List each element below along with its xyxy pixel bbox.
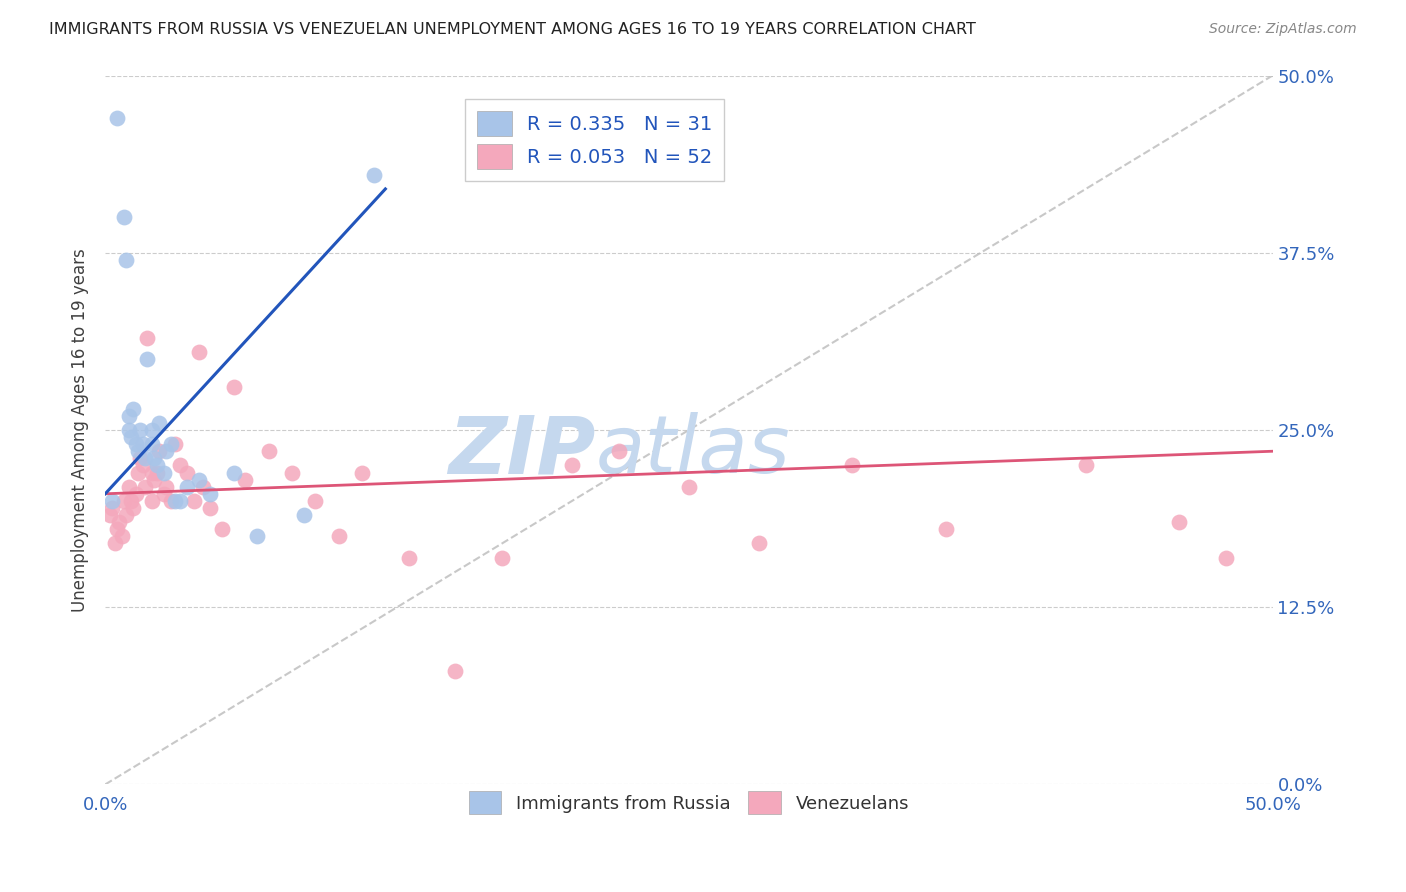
- Point: [112, 211, 135, 225]
- Point: [281, 466, 304, 480]
- Legend: Immigrants from Russia, Venezuelans: Immigrants from Russia, Venezuelans: [458, 780, 920, 825]
- Point: [176, 480, 198, 494]
- Point: [127, 444, 149, 458]
- Point: [112, 494, 135, 508]
- Point: [748, 536, 770, 550]
- Point: [1074, 458, 1097, 473]
- Point: [124, 437, 146, 451]
- Point: [148, 444, 170, 458]
- Point: [145, 466, 167, 480]
- Point: [129, 451, 152, 466]
- Point: [134, 451, 156, 466]
- Point: [115, 252, 138, 267]
- Text: atlas: atlas: [596, 412, 790, 491]
- Point: [183, 494, 205, 508]
- Point: [152, 487, 174, 501]
- Point: [159, 494, 181, 508]
- Point: [103, 536, 125, 550]
- Point: [678, 480, 700, 494]
- Point: [141, 466, 163, 480]
- Point: [136, 331, 159, 345]
- Point: [105, 111, 128, 125]
- Text: IMMIGRANTS FROM RUSSIA VS VENEZUELAN UNEMPLOYMENT AMONG AGES 16 TO 19 YEARS CORR: IMMIGRANTS FROM RUSSIA VS VENEZUELAN UNE…: [49, 22, 976, 37]
- Point: [246, 529, 269, 543]
- Point: [122, 401, 145, 416]
- Point: [143, 473, 166, 487]
- Point: [159, 437, 181, 451]
- Point: [136, 352, 159, 367]
- Point: [169, 458, 191, 473]
- Point: [176, 466, 198, 480]
- Point: [101, 500, 124, 515]
- Point: [561, 458, 583, 473]
- Point: [129, 423, 152, 437]
- Point: [141, 423, 163, 437]
- Point: [134, 480, 156, 494]
- Point: [257, 444, 280, 458]
- Point: [115, 508, 138, 522]
- Point: [165, 437, 187, 451]
- Point: [169, 494, 191, 508]
- Point: [187, 473, 209, 487]
- Point: [148, 416, 170, 430]
- Point: [200, 487, 222, 501]
- Point: [127, 466, 149, 480]
- Point: [98, 508, 121, 522]
- Point: [292, 508, 315, 522]
- Point: [141, 494, 163, 508]
- Text: Source: ZipAtlas.com: Source: ZipAtlas.com: [1209, 22, 1357, 37]
- Point: [124, 487, 146, 501]
- Point: [101, 494, 124, 508]
- Point: [145, 458, 167, 473]
- Point: [222, 466, 245, 480]
- Point: [222, 380, 245, 394]
- Y-axis label: Unemployment Among Ages 16 to 19 years: Unemployment Among Ages 16 to 19 years: [72, 248, 89, 612]
- Point: [117, 409, 139, 423]
- Point: [607, 444, 630, 458]
- Text: ZIP: ZIP: [449, 412, 596, 491]
- Point: [165, 494, 187, 508]
- Point: [120, 494, 142, 508]
- Point: [117, 480, 139, 494]
- Point: [304, 494, 326, 508]
- Point: [841, 458, 863, 473]
- Point: [200, 500, 222, 515]
- Point: [350, 466, 373, 480]
- Point: [122, 500, 145, 515]
- Point: [108, 515, 131, 529]
- Point: [141, 437, 163, 451]
- Point: [935, 522, 957, 536]
- Point: [233, 473, 256, 487]
- Point: [120, 430, 142, 444]
- Point: [117, 423, 139, 437]
- Point: [211, 522, 233, 536]
- Point: [363, 168, 385, 182]
- Point: [105, 522, 128, 536]
- Point: [1215, 550, 1237, 565]
- Point: [131, 437, 153, 451]
- Point: [1168, 515, 1191, 529]
- Point: [398, 550, 420, 565]
- Point: [155, 480, 177, 494]
- Point: [193, 480, 215, 494]
- Point: [491, 550, 513, 565]
- Point: [131, 458, 153, 473]
- Point: [187, 345, 209, 359]
- Point: [152, 466, 174, 480]
- Point: [328, 529, 350, 543]
- Point: [110, 529, 132, 543]
- Point: [143, 451, 166, 466]
- Point: [444, 664, 467, 678]
- Point: [155, 444, 177, 458]
